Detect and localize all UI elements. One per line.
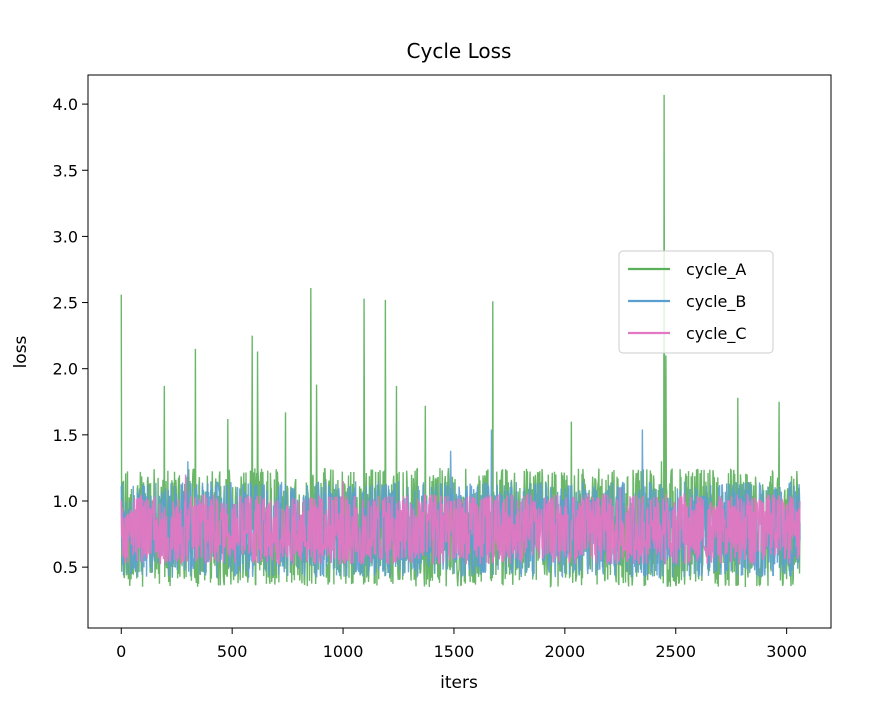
x-tick-label: 500 [217, 642, 248, 661]
x-axis: 0 500 1000 1500 2000 2500 3000 [116, 628, 807, 661]
y-tick-label: 1.5 [53, 426, 78, 445]
x-tick-label: 0 [116, 642, 126, 661]
x-tick-label: 1500 [434, 642, 475, 661]
series-line-cycle_C [120, 474, 801, 566]
y-axis: 0.5 1.0 1.5 2.0 2.5 3.0 3.5 4.0 [53, 95, 88, 577]
legend-box [618, 250, 774, 354]
legend-label-cycle_C: cycle_C [686, 324, 747, 344]
legend: cycle_A cycle_B cycle_C [618, 250, 774, 354]
y-axis-label: loss [11, 335, 31, 368]
plot-lines [120, 94, 801, 588]
x-tick-label: 2500 [655, 642, 696, 661]
y-tick-label: 0.5 [53, 558, 78, 577]
y-tick-label: 3.0 [53, 227, 78, 246]
legend-label-cycle_B: cycle_B [686, 292, 746, 312]
x-tick-label: 3000 [766, 642, 807, 661]
x-tick-label: 2000 [544, 642, 585, 661]
y-tick-label: 2.0 [53, 360, 78, 379]
plot-frame [87, 74, 832, 629]
chart-title: Cycle Loss [407, 39, 512, 63]
legend-label-cycle_A: cycle_A [686, 260, 746, 280]
x-axis-label: iters [440, 673, 478, 693]
y-tick-label: 1.0 [53, 492, 78, 511]
y-tick-label: 4.0 [53, 95, 78, 114]
y-tick-label: 3.5 [53, 161, 78, 180]
y-tick-label: 2.5 [53, 294, 78, 313]
x-tick-label: 1000 [323, 642, 364, 661]
